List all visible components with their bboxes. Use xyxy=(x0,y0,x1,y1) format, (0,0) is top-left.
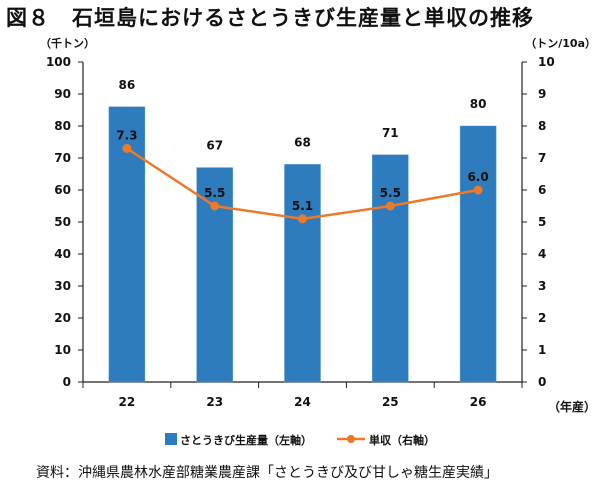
legend-label-bar: さとうきび生産量（左軸） xyxy=(180,433,312,447)
source-note: 資料：沖縄県農林水産部糖業農産課「さとうきび及び甘しゃ糖生産実績」 xyxy=(36,465,498,481)
bar-value-label: 71 xyxy=(382,126,399,140)
bar-value-label: 67 xyxy=(206,139,223,153)
y-left-tick-label: 60 xyxy=(54,183,71,197)
line-value-label: 6.0 xyxy=(467,170,488,184)
y-right-tick-label: 4 xyxy=(538,247,546,261)
y-right-tick-label: 5 xyxy=(538,215,546,229)
data-labels: 86 67 68 71 80 7.3 5.5 5.1 5.5 6.0 xyxy=(116,78,488,213)
y-right-tick-label: 7 xyxy=(538,151,546,165)
x-tick-label: 24 xyxy=(294,395,311,409)
line-point xyxy=(385,201,395,211)
y-right-axis-label: （トン/10a） xyxy=(525,37,596,50)
bar-value-label: 86 xyxy=(119,78,136,92)
bar xyxy=(284,164,321,383)
line-value-label: 5.1 xyxy=(292,199,313,213)
y-right-tick-label: 10 xyxy=(538,55,555,69)
y-left-tick-label: 50 xyxy=(54,215,71,229)
line-value-label: 7.3 xyxy=(116,128,137,142)
line-point xyxy=(473,185,483,195)
y-right-tick-label: 0 xyxy=(538,375,546,389)
y-right-tick-label: 8 xyxy=(538,119,546,133)
y-left-tick-label: 10 xyxy=(54,343,71,357)
chart-title: 図８ 石垣島におけるさとうきび生産量と単収の推移 xyxy=(6,6,534,30)
y-right-tick-label: 9 xyxy=(538,87,546,101)
line-point xyxy=(122,143,132,153)
y-left-tick-label: 40 xyxy=(54,247,71,261)
x-tick-label: 26 xyxy=(470,395,487,409)
y-left-tick-label: 30 xyxy=(54,279,71,293)
bar xyxy=(372,154,409,383)
x-axis-label: （年産） xyxy=(548,399,596,414)
x-tick-label: 23 xyxy=(206,395,223,409)
x-tick-label: 22 xyxy=(119,395,136,409)
y-left-tick-label: 90 xyxy=(54,87,71,101)
y-right-tick-label: 3 xyxy=(538,279,546,293)
line-value-label: 5.5 xyxy=(380,186,401,200)
bar xyxy=(459,125,497,383)
y-right-tick-label: 6 xyxy=(538,183,546,197)
line-series xyxy=(122,143,483,224)
legend-swatch-bar xyxy=(165,433,177,445)
legend: さとうきび生産量（左軸） 単収（右軸） xyxy=(165,433,435,447)
y-left-tick-label: 0 xyxy=(63,375,71,389)
bars xyxy=(108,106,497,383)
y-left-tick-label: 70 xyxy=(54,151,71,165)
x-tick-label: 25 xyxy=(382,395,399,409)
line-value-label: 5.5 xyxy=(204,186,225,200)
bar-value-label: 68 xyxy=(294,135,311,149)
legend-label-line: 単収（右軸） xyxy=(369,433,435,447)
legend-marker-line xyxy=(347,435,355,443)
y-left-tick-label: 80 xyxy=(54,119,71,133)
line-point xyxy=(298,214,307,224)
y-left-tick-label: 20 xyxy=(54,311,71,325)
y-left-axis-label: （千トン） xyxy=(40,36,95,50)
y-left-tick-label: 100 xyxy=(46,55,71,69)
y-right-tick-label: 1 xyxy=(538,343,546,357)
line-point xyxy=(210,201,220,211)
y-right-tick-label: 2 xyxy=(538,311,546,325)
bar-value-label: 80 xyxy=(470,97,487,111)
